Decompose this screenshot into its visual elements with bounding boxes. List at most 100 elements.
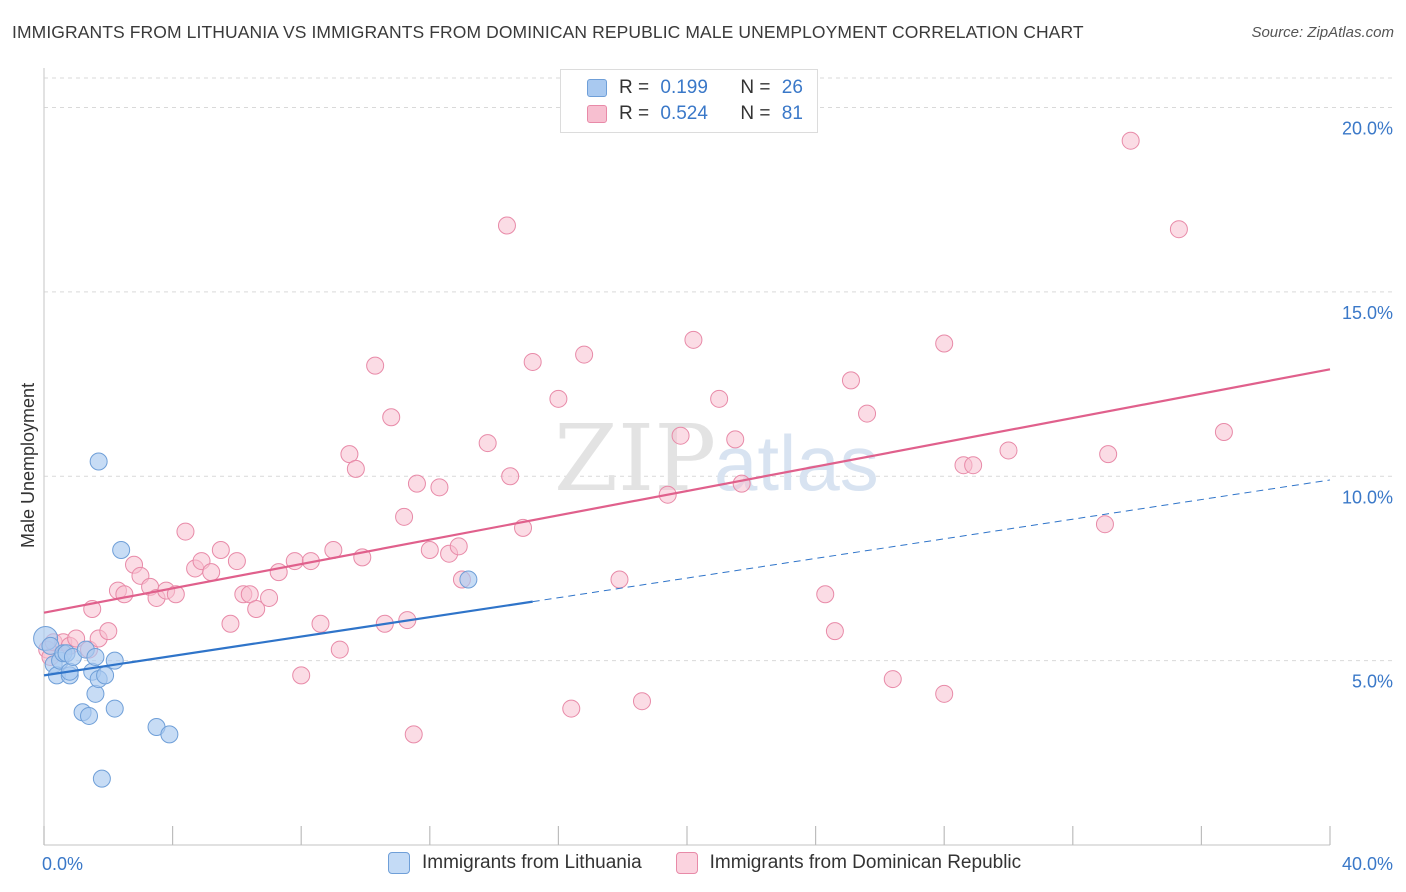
dominican-point — [311, 614, 330, 633]
y-tick-label: 10.0% — [1342, 487, 1393, 507]
series-swatch-dominican — [675, 852, 698, 874]
dominican-point — [449, 537, 468, 556]
dominican-point — [549, 389, 568, 408]
dominican-point — [115, 585, 134, 604]
dominican-point — [883, 670, 902, 689]
x-tick-label: 0.0% — [42, 854, 83, 874]
lithuania-point — [459, 570, 478, 589]
lithuania-point — [86, 647, 105, 666]
dominican-point — [202, 563, 221, 582]
x-tick-label: 40.0% — [1342, 854, 1393, 874]
axes — [43, 68, 1331, 846]
legend-n-value-dominican: 81 — [781, 103, 803, 124]
legend-n-label: N = — [740, 103, 771, 124]
dominican-point — [227, 552, 246, 571]
dominican-point — [1099, 445, 1118, 464]
dominican-point — [1214, 423, 1233, 441]
legend-row-dominican: R = 0.524 N = 81 — [587, 102, 803, 126]
lithuania-point — [86, 684, 105, 703]
dominican-point — [935, 684, 954, 703]
tick-labels: 5.0% 10.0% 15.0% 20.0% 0.0% 40.0% — [42, 119, 1393, 875]
dominican-point — [407, 474, 426, 493]
y-tick-label: 15.0% — [1342, 303, 1393, 323]
correlation-legend: R = 0.199 N = 26 R = 0.524 N = 81 — [560, 69, 818, 133]
y-tick-label: 20.0% — [1342, 119, 1393, 139]
dominican-point — [632, 692, 651, 711]
dominican-point — [671, 426, 690, 445]
dominican-point — [1169, 220, 1188, 239]
grid-lines — [44, 77, 1392, 662]
dominican-point — [562, 699, 581, 718]
dominican-point — [964, 456, 983, 475]
dominican-point — [166, 585, 185, 604]
dominican-point — [420, 541, 439, 559]
lithuania-point — [80, 706, 99, 725]
lithuania-point — [105, 699, 124, 718]
dominican-point — [816, 585, 835, 604]
dominican-point — [710, 389, 729, 408]
legend-n-label: N = — [740, 77, 771, 98]
legend-swatch-lithuania — [587, 79, 607, 97]
legend-n-value-lithuania: 26 — [781, 77, 803, 98]
dominican-point — [395, 507, 414, 526]
dominican-point — [999, 441, 1018, 460]
series-swatch-lithuania — [388, 852, 410, 874]
lithuania-trend-extension — [532, 479, 1331, 603]
dominican-point — [478, 434, 497, 453]
legend-r-value-dominican: 0.524 — [660, 103, 708, 124]
y-tick-label: 5.0% — [1352, 672, 1393, 692]
dominican-point — [1095, 515, 1114, 534]
dominican-point — [935, 334, 954, 353]
lithuania-trend-line — [43, 600, 533, 677]
series-legend: Immigrants from Lithuania Immigrants fro… — [388, 852, 1055, 874]
lithuania-point — [92, 769, 111, 788]
source-label: Source: ZipAtlas.com — [1251, 24, 1394, 41]
dominican-point — [366, 356, 385, 375]
dominican-point — [841, 371, 860, 390]
dominican-point — [176, 522, 195, 541]
lithuania-point — [89, 452, 108, 471]
chart-title: IMMIGRANTS FROM LITHUANIA VS IMMIGRANTS … — [12, 22, 1084, 42]
lithuania-point — [160, 725, 179, 744]
lithuania-points — [33, 452, 478, 788]
legend-row-lithuania: R = 0.199 N = 26 — [587, 76, 803, 100]
dominican-point — [292, 666, 311, 685]
series-legend-lithuania[interactable]: Immigrants from Lithuania — [388, 852, 642, 874]
dominican-point — [346, 459, 365, 478]
lithuania-point — [96, 666, 115, 685]
legend-r-label: R = — [619, 103, 650, 124]
dominican-point — [404, 725, 423, 744]
dominican-point — [1121, 131, 1140, 150]
dominican-point — [330, 640, 349, 659]
dominican-point — [575, 345, 594, 364]
dominican-point — [523, 352, 542, 371]
dominican-point — [99, 622, 118, 641]
dominican-point — [610, 570, 629, 589]
legend-swatch-dominican — [587, 105, 607, 123]
dominican-point — [497, 216, 516, 235]
dominican-point — [726, 430, 745, 449]
legend-r-label: R = — [619, 77, 650, 98]
dominican-point — [501, 467, 520, 486]
dominican-point — [732, 474, 751, 493]
y-axis-label: Male Unemployment — [18, 382, 38, 548]
dominican-point — [382, 408, 401, 427]
dominican-point — [858, 404, 877, 423]
dominican-point — [260, 588, 279, 607]
dominican-point — [430, 478, 449, 497]
series-name-dominican: Immigrants from Dominican Republic — [709, 852, 1022, 873]
dominican-point — [247, 600, 266, 618]
dominican-point — [211, 541, 230, 559]
dominican-point — [221, 614, 240, 633]
dominican-point — [825, 622, 844, 641]
lithuania-point — [112, 541, 131, 559]
series-name-lithuania: Immigrants from Lithuania — [422, 852, 642, 873]
legend-r-value-lithuania: 0.199 — [660, 77, 708, 98]
dominican-point — [684, 330, 703, 349]
watermark-zip: ZIP — [554, 405, 716, 512]
watermark: ZIP atlas — [554, 405, 879, 512]
dominican-trend-line — [43, 368, 1331, 614]
trend-lines — [43, 368, 1331, 677]
series-legend-dominican[interactable]: Immigrants from Dominican Republic — [675, 852, 1022, 874]
